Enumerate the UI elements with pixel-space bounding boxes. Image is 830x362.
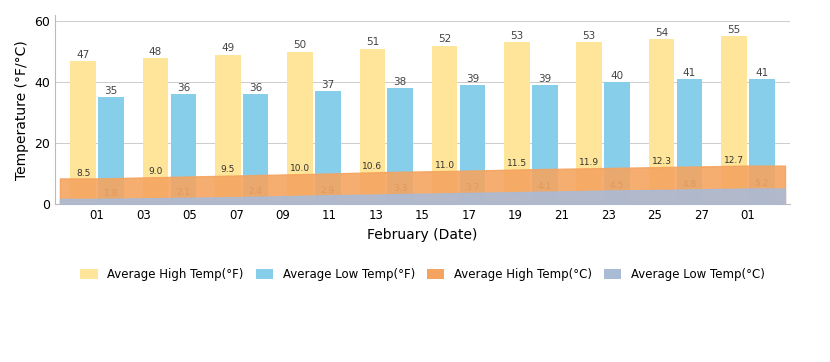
Text: 55: 55 bbox=[727, 25, 740, 35]
Text: 53: 53 bbox=[583, 31, 596, 41]
Bar bbox=[749, 79, 774, 205]
Text: 8.5: 8.5 bbox=[76, 169, 90, 177]
Text: 2.4: 2.4 bbox=[249, 187, 263, 196]
Bar bbox=[215, 55, 241, 205]
Bar bbox=[504, 42, 530, 205]
Text: 12.3: 12.3 bbox=[652, 157, 671, 166]
Text: 35: 35 bbox=[105, 86, 118, 96]
Text: 39: 39 bbox=[538, 74, 551, 84]
Text: 47: 47 bbox=[76, 50, 90, 60]
Text: 4.5: 4.5 bbox=[610, 181, 624, 190]
Bar bbox=[388, 88, 413, 205]
Text: 10.0: 10.0 bbox=[290, 164, 310, 173]
Text: 41: 41 bbox=[755, 68, 769, 78]
Text: 39: 39 bbox=[466, 74, 479, 84]
Bar bbox=[143, 58, 168, 205]
Bar bbox=[171, 94, 196, 205]
Bar bbox=[432, 46, 457, 205]
Text: 37: 37 bbox=[321, 80, 334, 90]
Text: 9.0: 9.0 bbox=[149, 167, 163, 176]
Text: 1.8: 1.8 bbox=[104, 189, 118, 198]
Text: 9.5: 9.5 bbox=[221, 165, 235, 174]
Text: 48: 48 bbox=[149, 47, 162, 56]
Bar bbox=[721, 37, 747, 205]
Text: 38: 38 bbox=[393, 77, 407, 87]
Text: 10.6: 10.6 bbox=[363, 162, 383, 171]
X-axis label: February (Date): February (Date) bbox=[368, 228, 477, 242]
Bar bbox=[287, 52, 313, 205]
Y-axis label: Temperature (°F/°C): Temperature (°F/°C) bbox=[15, 40, 29, 180]
Text: 4.1: 4.1 bbox=[538, 182, 552, 191]
Text: 51: 51 bbox=[366, 37, 379, 47]
Text: 36: 36 bbox=[249, 83, 262, 93]
Text: 4.8: 4.8 bbox=[682, 180, 696, 189]
Bar bbox=[315, 91, 341, 205]
Legend: Average High Temp(°F), Average Low Temp(°F), Average High Temp(°C), Average Low : Average High Temp(°F), Average Low Temp(… bbox=[76, 263, 769, 286]
Text: 11.5: 11.5 bbox=[507, 159, 527, 168]
Bar bbox=[359, 49, 385, 205]
Bar bbox=[604, 82, 630, 205]
Bar bbox=[532, 85, 558, 205]
Bar bbox=[71, 61, 96, 205]
Text: 3.7: 3.7 bbox=[466, 183, 480, 192]
Bar bbox=[577, 42, 602, 205]
Text: 41: 41 bbox=[683, 68, 696, 78]
Text: 3.3: 3.3 bbox=[393, 184, 408, 193]
Text: 2.1: 2.1 bbox=[176, 188, 191, 197]
Text: 11.9: 11.9 bbox=[579, 158, 599, 167]
Text: 11.0: 11.0 bbox=[435, 161, 455, 170]
Text: 5.2: 5.2 bbox=[754, 178, 769, 188]
Text: 36: 36 bbox=[177, 83, 190, 93]
Text: 53: 53 bbox=[510, 31, 524, 41]
Text: 54: 54 bbox=[655, 28, 668, 38]
Text: 12.7: 12.7 bbox=[724, 156, 744, 165]
Bar bbox=[243, 94, 268, 205]
Bar bbox=[676, 79, 702, 205]
Text: 40: 40 bbox=[611, 71, 623, 81]
Bar bbox=[460, 85, 486, 205]
Text: 2.9: 2.9 bbox=[321, 186, 335, 195]
Text: 52: 52 bbox=[438, 34, 452, 44]
Text: 49: 49 bbox=[221, 43, 234, 54]
Text: 50: 50 bbox=[294, 41, 306, 50]
Bar bbox=[649, 39, 674, 205]
Bar bbox=[98, 97, 124, 205]
